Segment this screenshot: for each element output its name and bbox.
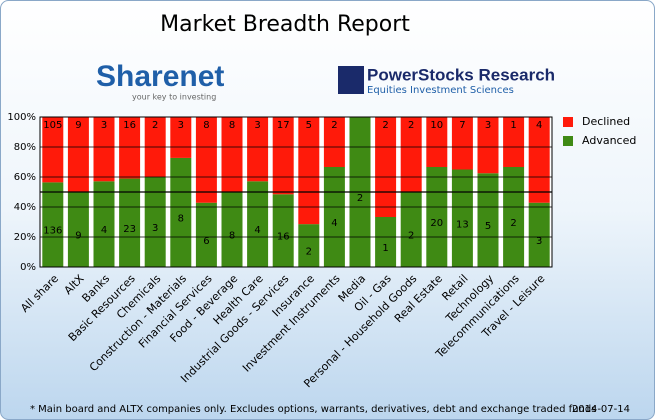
plot-frame	[39, 116, 553, 268]
date: 2014-07-14	[572, 404, 630, 415]
bar-segment	[451, 117, 473, 170]
value-label: 23	[123, 224, 136, 235]
y-tick-label: 40%	[14, 202, 36, 213]
footnote: * Main board and ALTX companies only. Ex…	[30, 404, 596, 415]
y-tick-label: 60%	[14, 172, 36, 183]
value-label: 17	[277, 120, 290, 131]
legend-swatch	[563, 117, 573, 127]
bar-segment	[195, 117, 217, 203]
legend-swatch	[563, 136, 573, 146]
value-label: 13	[456, 219, 469, 230]
value-label: 1	[510, 120, 516, 131]
value-label: 4	[101, 225, 107, 236]
bar-segment	[477, 173, 499, 267]
value-label: 105	[43, 120, 62, 131]
bar-segment	[323, 117, 345, 167]
bar-segment	[323, 167, 345, 267]
bar-segment	[93, 117, 115, 182]
value-label: 16	[123, 120, 136, 131]
bar-segment	[195, 202, 217, 267]
bar-segment	[426, 167, 448, 267]
bar-segment	[42, 117, 64, 183]
bar-segment	[375, 217, 397, 267]
value-label: 6	[203, 236, 209, 247]
value-label: 8	[229, 231, 235, 242]
bar-segment	[375, 117, 397, 217]
bar-segment	[67, 192, 89, 267]
value-label: 4	[254, 225, 260, 236]
value-label: 2	[357, 193, 363, 204]
bar-segment	[170, 117, 192, 158]
logo-tagline: your key to investing	[132, 93, 216, 102]
bar-segment	[298, 224, 320, 267]
value-label: 9	[75, 120, 81, 131]
bar-segment	[298, 117, 320, 225]
y-tick-label: 20%	[14, 232, 36, 243]
bar-segment	[67, 117, 89, 192]
logo: PowerStocks Research	[367, 65, 555, 84]
bar-segment	[221, 117, 243, 192]
legend-label: Advanced	[582, 134, 636, 147]
bar-segment	[119, 117, 141, 179]
bar-segment	[451, 169, 473, 267]
value-label: 3	[178, 120, 184, 131]
bar-segment	[528, 202, 550, 267]
value-label: 9	[75, 231, 81, 242]
value-label: 8	[178, 213, 184, 224]
bar-segment	[400, 117, 422, 192]
value-label: 2	[331, 120, 337, 131]
bar-segment	[93, 181, 115, 267]
y-tick-label: 100%	[7, 112, 36, 123]
bar-segment	[170, 157, 192, 267]
bar-segment	[477, 117, 499, 174]
value-label: 5	[306, 120, 312, 131]
value-label: 10	[430, 120, 443, 131]
value-label: 2	[510, 218, 516, 229]
value-label: 3	[101, 120, 107, 131]
logo-tagline: Equities Investment Sciences	[367, 85, 514, 96]
value-label: 3	[254, 120, 260, 131]
logo: Sharenet	[96, 60, 224, 93]
value-label: 3	[485, 120, 491, 131]
bar-segment	[247, 181, 269, 267]
value-label: 20	[430, 218, 443, 229]
value-label: 8	[229, 120, 235, 131]
bar-segment	[272, 117, 294, 195]
bar-segment	[42, 182, 64, 267]
value-label: 3	[536, 236, 542, 247]
value-label: 1	[382, 243, 388, 254]
bar-segment	[272, 194, 294, 267]
value-label: 2	[408, 231, 414, 242]
value-label: 2	[382, 120, 388, 131]
value-label: 4	[331, 218, 337, 229]
value-label: 4	[536, 120, 542, 131]
chart-title: Market Breadth Report	[160, 12, 410, 37]
bar-segment	[503, 167, 525, 267]
bar-segment	[426, 117, 448, 167]
value-label: 3	[152, 223, 158, 234]
bar-segment	[400, 192, 422, 267]
value-label: 136	[43, 226, 62, 237]
value-label: 7	[459, 120, 465, 131]
value-label: 2	[306, 247, 312, 258]
logo-icon	[338, 66, 364, 94]
y-tick-label: 0%	[20, 262, 36, 273]
value-label: 8	[203, 120, 209, 131]
value-label: 2	[408, 120, 414, 131]
bar-segment	[221, 192, 243, 267]
bar-segment	[528, 117, 550, 203]
bar-segment	[247, 117, 269, 182]
value-label: 5	[485, 221, 491, 232]
bar-segment	[119, 178, 141, 267]
legend-label: Declined	[582, 115, 630, 128]
bar-segment	[503, 117, 525, 167]
y-tick-label: 80%	[14, 142, 36, 153]
value-label: 2	[152, 120, 158, 131]
bar-segment	[144, 177, 166, 267]
